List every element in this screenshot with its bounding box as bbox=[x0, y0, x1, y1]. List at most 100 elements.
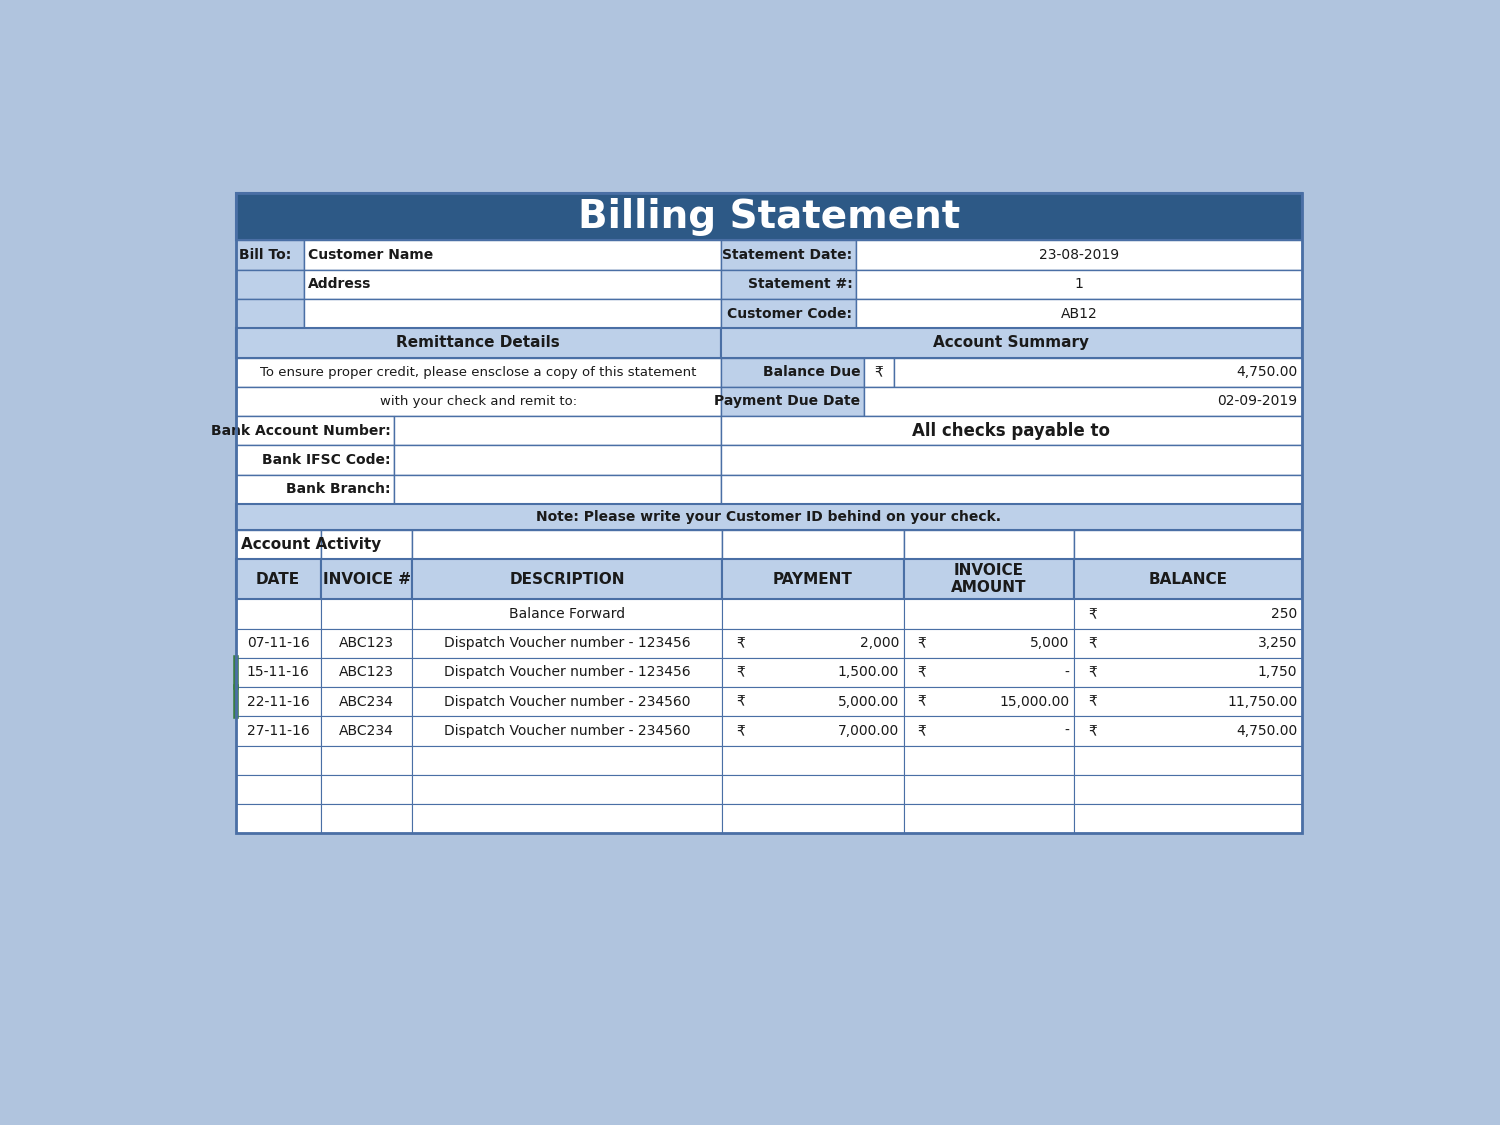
Bar bbox=[413, 530, 723, 559]
Bar bbox=[236, 658, 321, 687]
Text: 15-11-16: 15-11-16 bbox=[246, 666, 309, 680]
Text: Dispatch Voucher number - 234560: Dispatch Voucher number - 234560 bbox=[444, 724, 690, 738]
Text: INVOICE #: INVOICE # bbox=[322, 572, 411, 587]
Bar bbox=[1074, 530, 1302, 559]
Bar bbox=[1074, 775, 1302, 804]
Text: AB12: AB12 bbox=[1060, 307, 1098, 321]
Text: 1: 1 bbox=[1074, 278, 1083, 291]
Text: PAYMENT: PAYMENT bbox=[772, 572, 853, 587]
Text: 3,250: 3,250 bbox=[1258, 637, 1298, 650]
Text: Billing Statement: Billing Statement bbox=[578, 198, 960, 235]
Text: ₹: ₹ bbox=[918, 637, 927, 650]
Bar bbox=[903, 530, 1074, 559]
Bar bbox=[413, 717, 723, 746]
Bar bbox=[321, 804, 413, 834]
Bar bbox=[321, 717, 413, 746]
Text: with your check and remit to:: with your check and remit to: bbox=[380, 395, 576, 408]
Bar bbox=[236, 192, 1302, 241]
Bar bbox=[720, 475, 1302, 504]
Bar bbox=[856, 270, 1302, 299]
Text: 27-11-16: 27-11-16 bbox=[248, 724, 309, 738]
Bar bbox=[321, 559, 413, 600]
Bar bbox=[720, 446, 1302, 475]
Bar bbox=[413, 687, 723, 717]
Bar bbox=[413, 559, 723, 600]
Bar bbox=[720, 387, 864, 416]
Text: ₹: ₹ bbox=[736, 695, 746, 709]
Bar bbox=[236, 416, 394, 446]
Text: Remittance Details: Remittance Details bbox=[396, 335, 560, 350]
Bar bbox=[903, 629, 1074, 658]
Text: 7,000.00: 7,000.00 bbox=[837, 724, 898, 738]
Bar bbox=[723, 530, 903, 559]
Bar bbox=[321, 658, 413, 687]
Bar bbox=[856, 299, 1302, 328]
Text: Balance Due: Balance Due bbox=[762, 366, 859, 379]
Text: 5,000.00: 5,000.00 bbox=[837, 695, 898, 709]
Text: Account Activity: Account Activity bbox=[242, 537, 381, 552]
Bar bbox=[236, 687, 321, 717]
Text: DESCRIPTION: DESCRIPTION bbox=[510, 572, 626, 587]
Bar bbox=[903, 775, 1074, 804]
Bar bbox=[720, 358, 864, 387]
Bar bbox=[720, 416, 1302, 446]
Bar bbox=[236, 328, 720, 358]
Bar bbox=[236, 775, 321, 804]
Bar bbox=[1074, 804, 1302, 834]
Text: Customer Name: Customer Name bbox=[309, 249, 434, 262]
Text: 02-09-2019: 02-09-2019 bbox=[1216, 395, 1298, 408]
Bar bbox=[864, 387, 1302, 416]
Bar bbox=[1074, 629, 1302, 658]
Bar bbox=[413, 775, 723, 804]
Text: Note: Please write your Customer ID behind on your check.: Note: Please write your Customer ID behi… bbox=[537, 510, 1002, 524]
Text: Bank Account Number:: Bank Account Number: bbox=[211, 424, 390, 438]
Bar bbox=[903, 658, 1074, 687]
Text: 15,000.00: 15,000.00 bbox=[999, 695, 1070, 709]
Bar bbox=[321, 530, 413, 559]
Bar bbox=[236, 192, 1302, 834]
Text: DATE: DATE bbox=[256, 572, 300, 587]
Bar bbox=[1074, 658, 1302, 687]
Text: Customer Code:: Customer Code: bbox=[728, 307, 852, 321]
Bar bbox=[1074, 687, 1302, 717]
Text: BALANCE: BALANCE bbox=[1149, 572, 1227, 587]
Bar bbox=[413, 658, 723, 687]
Bar bbox=[236, 504, 1302, 530]
Bar bbox=[1074, 746, 1302, 775]
Text: ABC234: ABC234 bbox=[339, 724, 394, 738]
Text: ₹: ₹ bbox=[1088, 637, 1096, 650]
Text: ₹: ₹ bbox=[1088, 695, 1096, 709]
Bar bbox=[723, 804, 903, 834]
Bar bbox=[236, 629, 321, 658]
Text: 4,750.00: 4,750.00 bbox=[1236, 366, 1298, 379]
Text: 23-08-2019: 23-08-2019 bbox=[1040, 249, 1119, 262]
Bar bbox=[236, 804, 321, 834]
Text: 11,750.00: 11,750.00 bbox=[1227, 695, 1298, 709]
Bar bbox=[413, 600, 723, 629]
Bar bbox=[394, 475, 720, 504]
Bar bbox=[903, 804, 1074, 834]
Text: To ensure proper credit, please ensclose a copy of this statement: To ensure proper credit, please ensclose… bbox=[260, 366, 696, 379]
Text: Address: Address bbox=[309, 278, 372, 291]
Bar bbox=[236, 270, 303, 299]
Bar bbox=[413, 804, 723, 834]
Bar bbox=[321, 775, 413, 804]
Bar bbox=[236, 387, 720, 416]
Bar bbox=[720, 241, 856, 270]
Bar bbox=[236, 600, 321, 629]
Bar bbox=[864, 358, 894, 387]
Bar bbox=[903, 746, 1074, 775]
Text: Bank IFSC Code:: Bank IFSC Code: bbox=[262, 453, 390, 467]
Text: Dispatch Voucher number - 123456: Dispatch Voucher number - 123456 bbox=[444, 666, 690, 680]
Text: -: - bbox=[1065, 724, 1070, 738]
Bar bbox=[856, 241, 1302, 270]
Bar bbox=[236, 358, 720, 387]
Bar bbox=[236, 299, 303, 328]
Text: Account Summary: Account Summary bbox=[933, 335, 1089, 350]
Bar bbox=[723, 658, 903, 687]
Text: 2,000: 2,000 bbox=[859, 637, 898, 650]
Bar bbox=[321, 600, 413, 629]
Bar bbox=[723, 717, 903, 746]
Bar bbox=[394, 446, 720, 475]
Bar bbox=[321, 629, 413, 658]
